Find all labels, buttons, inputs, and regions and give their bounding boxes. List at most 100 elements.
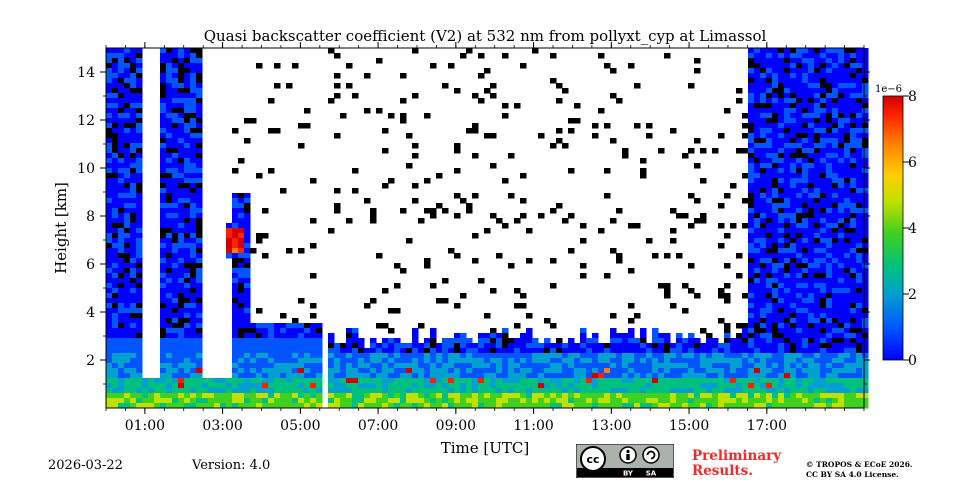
heatmap-cell (826, 208, 833, 214)
heatmap-cell (364, 403, 371, 409)
heatmap-cell (340, 353, 347, 359)
heatmap-cell (238, 208, 245, 214)
heatmap-cell (676, 253, 683, 259)
heatmap-cell (520, 388, 527, 394)
heatmap-cell (790, 223, 797, 229)
heatmap-cell (718, 403, 725, 409)
heatmap-cell (274, 323, 281, 329)
heatmap-cell (838, 333, 845, 339)
heatmap-cell (562, 398, 569, 404)
heatmap-cell (808, 178, 815, 184)
heatmap-cell (784, 223, 791, 229)
heatmap-cell (268, 333, 275, 339)
heatmap-cell (790, 333, 797, 339)
heatmap-cell (838, 148, 845, 154)
heatmap-cell (796, 263, 803, 269)
heatmap-cell (838, 283, 845, 289)
heatmap-cell (826, 48, 833, 54)
heatmap-cell (172, 298, 179, 304)
heatmap-cell (820, 348, 827, 354)
heatmap-cell (652, 348, 659, 354)
heatmap-cell (160, 73, 167, 79)
heatmap-cell (796, 158, 803, 164)
heatmap-cell (862, 323, 869, 329)
heatmap-cell (406, 348, 413, 354)
heatmap-cell (196, 273, 203, 279)
heatmap-cell (742, 123, 749, 129)
heatmap-cell (286, 373, 293, 379)
heatmap-cell (784, 403, 791, 409)
heatmap-cell (790, 118, 797, 124)
heatmap-cell (790, 153, 797, 159)
heatmap-cell (832, 183, 839, 189)
heatmap-cell (850, 313, 857, 319)
heatmap-cell (592, 133, 599, 139)
heatmap-cell (574, 393, 581, 399)
heatmap-cell (730, 403, 737, 409)
heatmap-cell (178, 63, 185, 69)
heatmap-cell (574, 118, 581, 124)
heatmap-cell (436, 393, 443, 399)
heatmap-cell (676, 333, 683, 339)
heatmap-cell (178, 333, 185, 339)
heatmap-cell (394, 263, 401, 269)
heatmap-cell (130, 98, 137, 104)
heatmap-cell (370, 373, 377, 379)
heatmap-cell (826, 108, 833, 114)
heatmap-cell (550, 353, 557, 359)
heatmap-cell (112, 113, 119, 119)
heatmap-cell (802, 318, 809, 324)
heatmap-cell (160, 68, 167, 74)
heatmap-cell (484, 333, 491, 339)
heatmap-cell (484, 338, 491, 344)
heatmap-cell (166, 383, 173, 389)
heatmap-cell (226, 393, 233, 399)
heatmap-cell (136, 273, 143, 279)
heatmap-cell (124, 113, 131, 119)
heatmap-cell (502, 393, 509, 399)
heatmap-cell (760, 118, 767, 124)
heatmap-cell (496, 373, 503, 379)
heatmap-cell (832, 63, 839, 69)
heatmap-cell (814, 178, 821, 184)
heatmap-cell (838, 378, 845, 384)
heatmap-cell (856, 173, 863, 179)
heatmap-cell (808, 323, 815, 329)
heatmap-cell (862, 278, 869, 284)
heatmap-cell (106, 228, 113, 234)
heatmap-cell (766, 218, 773, 224)
heatmap-cell (568, 368, 575, 374)
heatmap-cell (766, 153, 773, 159)
heatmap-cell (790, 88, 797, 94)
heatmap-cell (478, 353, 485, 359)
heatmap-cell (472, 358, 479, 364)
heatmap-cell (178, 168, 185, 174)
heatmap-cell (712, 398, 719, 404)
heatmap-cell (754, 178, 761, 184)
heatmap-cell (742, 403, 749, 409)
heatmap-cell (850, 58, 857, 64)
heatmap-cell (118, 83, 125, 89)
heatmap-cell (484, 393, 491, 399)
heatmap-cell (784, 48, 791, 54)
heatmap-cell (844, 198, 851, 204)
heatmap-cell (724, 348, 731, 354)
heatmap-cell (376, 358, 383, 364)
heatmap-cell (166, 103, 173, 109)
heatmap-cell (568, 403, 575, 409)
heatmap-cell (712, 383, 719, 389)
heatmap-cell (850, 248, 857, 254)
heatmap-cell (448, 358, 455, 364)
heatmap-cell (700, 363, 707, 369)
heatmap-cell (178, 78, 185, 84)
heatmap-cell (118, 338, 125, 344)
heatmap-cell (424, 398, 431, 404)
heatmap-cell (172, 128, 179, 134)
heatmap-cell (352, 333, 359, 339)
heatmap-cell (358, 403, 365, 409)
heatmap-cell (826, 343, 833, 349)
heatmap-cell (310, 338, 317, 344)
heatmap-cell (112, 183, 119, 189)
heatmap-cell (838, 78, 845, 84)
heatmap-cell (394, 353, 401, 359)
